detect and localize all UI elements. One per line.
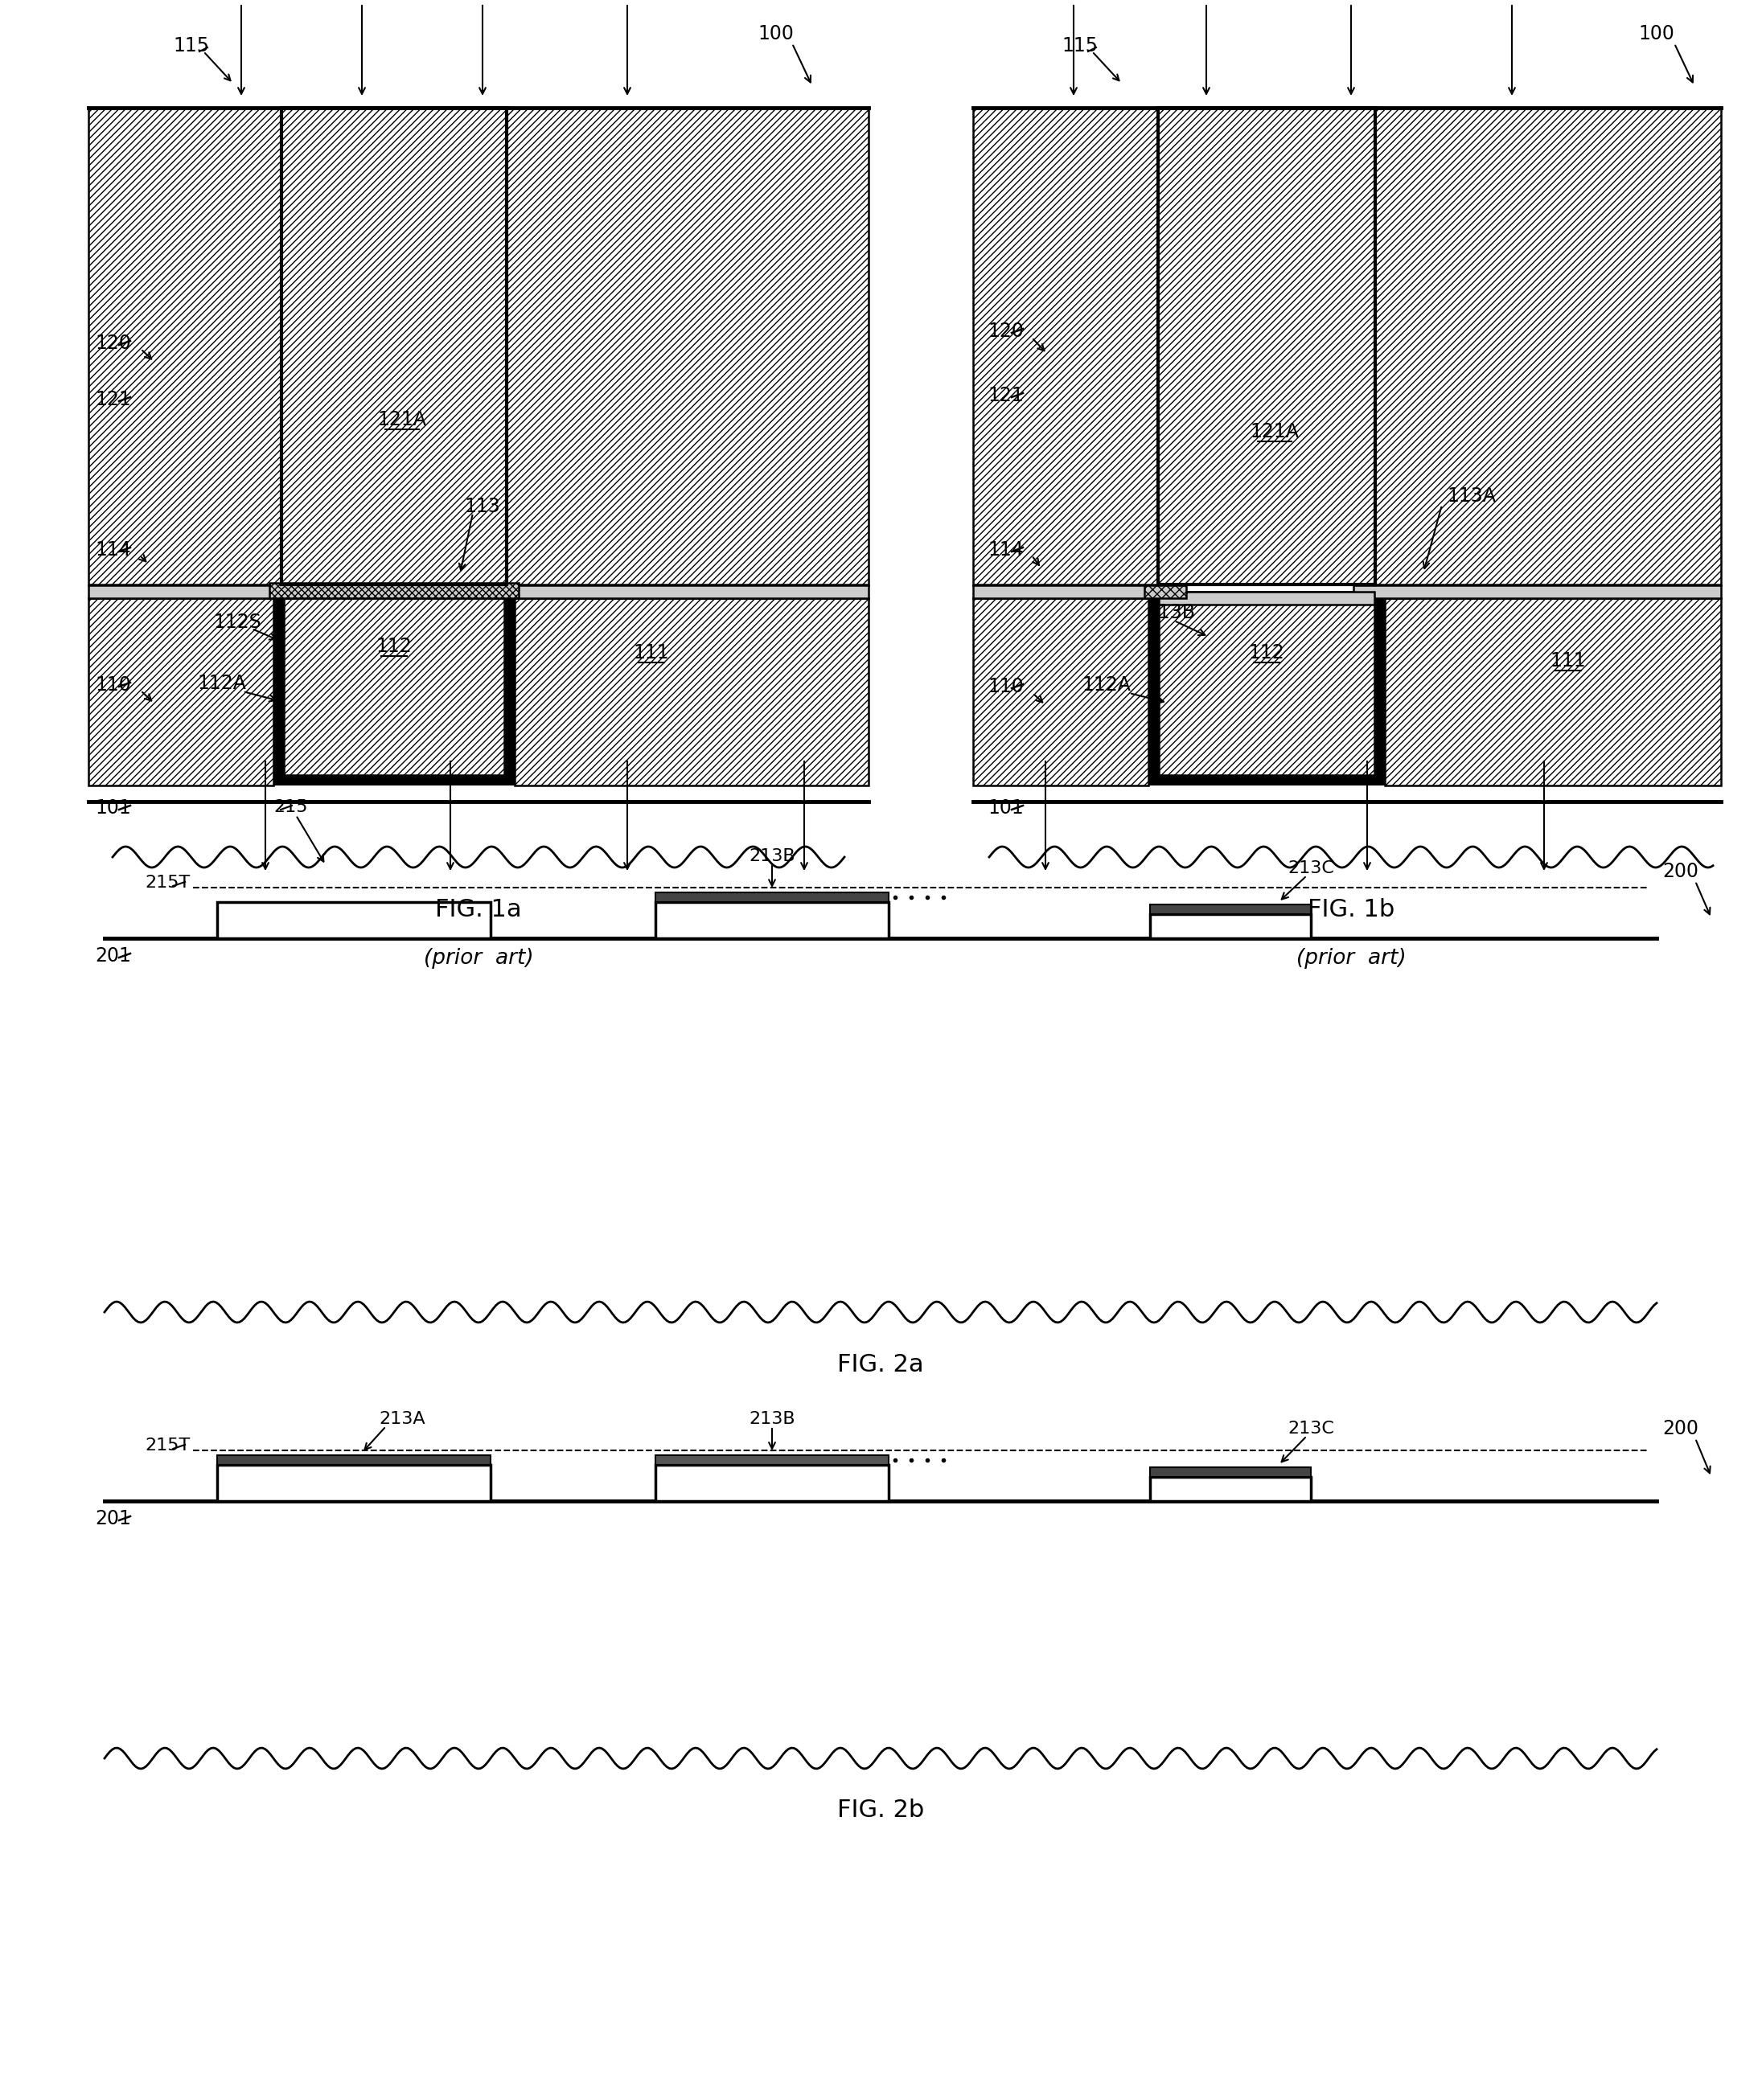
Bar <box>507 107 869 584</box>
Bar <box>973 586 1181 598</box>
Bar <box>655 1466 888 1502</box>
Text: 121A: 121A <box>1251 422 1299 441</box>
Text: 114: 114 <box>987 540 1024 559</box>
Bar <box>217 903 490 939</box>
Text: 213C: 213C <box>1288 1420 1334 1436</box>
Bar <box>217 1455 490 1466</box>
Bar <box>1158 107 1374 584</box>
Text: 112: 112 <box>375 636 412 655</box>
Bar <box>1149 775 1385 785</box>
Text: 215T: 215T <box>144 876 190 890</box>
Text: 213C: 213C <box>1288 861 1334 876</box>
Text: 120: 120 <box>95 334 130 353</box>
Bar <box>1158 107 1374 584</box>
Bar <box>1374 107 1721 584</box>
Text: 112A: 112A <box>197 674 247 693</box>
Text: (prior  art): (prior art) <box>1297 947 1406 968</box>
Bar <box>1353 586 1721 598</box>
Bar <box>1385 598 1721 785</box>
Text: 213A: 213A <box>379 1411 425 1428</box>
Bar <box>1374 598 1385 785</box>
Bar <box>1159 592 1374 605</box>
Text: 121: 121 <box>95 391 130 410</box>
Text: 201: 201 <box>95 1510 130 1529</box>
Bar <box>515 598 869 785</box>
Text: FIG. 1b: FIG. 1b <box>1307 899 1394 922</box>
Text: 121A: 121A <box>377 410 426 428</box>
Text: 112A: 112A <box>1082 676 1131 695</box>
Bar <box>273 775 515 785</box>
Text: 200: 200 <box>1663 1420 1699 1439</box>
Text: 114: 114 <box>95 540 130 559</box>
Bar <box>1159 598 1374 775</box>
Text: 213B: 213B <box>749 1411 795 1428</box>
Text: 113A: 113A <box>1447 487 1496 506</box>
Bar <box>1144 586 1186 598</box>
Bar <box>273 598 284 785</box>
Bar <box>655 892 888 903</box>
Text: FIG. 2b: FIG. 2b <box>837 1800 923 1823</box>
Bar <box>282 107 507 584</box>
Bar <box>655 1455 888 1466</box>
Text: 215: 215 <box>273 800 308 815</box>
Text: 120: 120 <box>987 321 1024 340</box>
Bar <box>88 107 282 584</box>
Bar <box>1151 905 1311 914</box>
Text: FIG. 1a: FIG. 1a <box>435 899 522 922</box>
Bar <box>1149 598 1159 785</box>
Text: 101: 101 <box>95 798 130 817</box>
Text: 112: 112 <box>1249 643 1284 662</box>
Text: 200: 200 <box>1663 861 1699 882</box>
Bar <box>973 107 1158 584</box>
Text: 100: 100 <box>758 23 795 44</box>
Bar <box>88 586 294 598</box>
Text: 213B: 213B <box>749 848 795 865</box>
Text: 113: 113 <box>465 498 500 517</box>
Text: 215T: 215T <box>144 1438 190 1453</box>
Bar <box>504 598 515 785</box>
Text: 121: 121 <box>987 386 1024 405</box>
Text: 113B: 113B <box>1145 603 1195 622</box>
Bar <box>1151 1468 1311 1476</box>
Bar <box>1151 914 1311 939</box>
Text: 115: 115 <box>173 36 210 55</box>
Text: 112S: 112S <box>213 613 261 632</box>
Bar <box>973 598 1149 785</box>
Bar <box>284 598 504 775</box>
Bar <box>1151 1476 1311 1502</box>
Text: 111: 111 <box>634 643 670 662</box>
Text: 110: 110 <box>987 676 1024 697</box>
Text: 201: 201 <box>95 947 130 966</box>
Bar <box>493 586 869 598</box>
Bar <box>270 584 518 598</box>
Text: 115: 115 <box>1061 36 1098 55</box>
Text: (prior  art): (prior art) <box>423 947 534 968</box>
Bar <box>217 1466 490 1502</box>
Text: 110: 110 <box>95 676 130 695</box>
Text: 100: 100 <box>1639 23 1674 44</box>
Text: 111: 111 <box>1551 651 1586 670</box>
Text: 101: 101 <box>987 798 1024 817</box>
Text: FIG. 2a: FIG. 2a <box>837 1352 923 1376</box>
Bar <box>88 598 273 785</box>
Bar <box>282 107 507 584</box>
Bar <box>655 903 888 939</box>
